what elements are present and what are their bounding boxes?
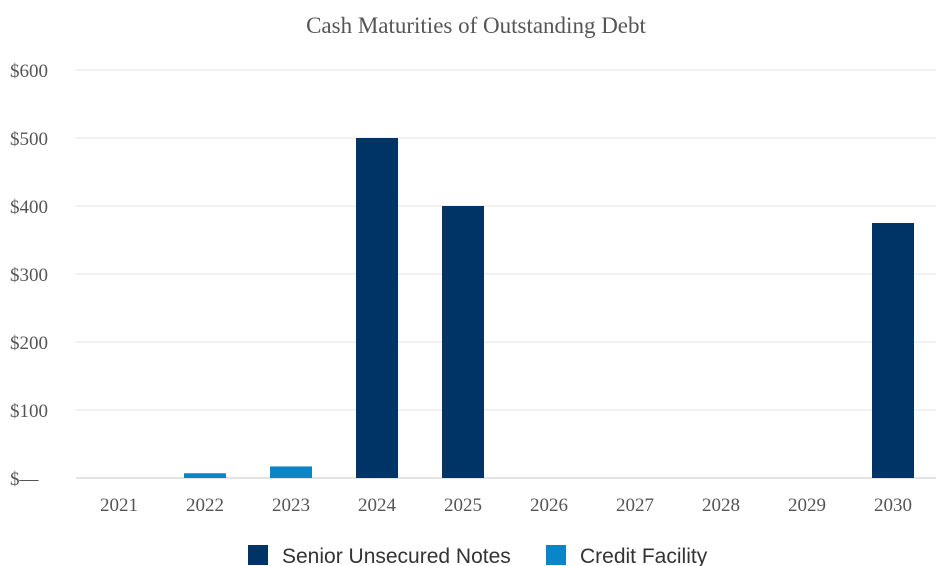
x-tick-label: 2024 bbox=[358, 495, 397, 516]
x-tick-label: 2023 bbox=[272, 495, 310, 516]
legend-label: Credit Facility bbox=[580, 545, 708, 566]
x-tick-label: 2029 bbox=[788, 495, 826, 516]
x-tick-label: 2030 bbox=[874, 495, 912, 516]
y-tick-label: $200 bbox=[10, 333, 48, 354]
x-tick-label: 2027 bbox=[616, 495, 654, 516]
y-tick-label: $— bbox=[10, 469, 40, 490]
y-tick-label: $500 bbox=[10, 129, 48, 150]
y-tick-label: $400 bbox=[10, 197, 48, 218]
x-tick-label: 2026 bbox=[530, 495, 568, 516]
legend-label: Senior Unsecured Notes bbox=[282, 545, 511, 566]
bar-credit-facility-2023 bbox=[270, 466, 312, 478]
x-axis-ticks: 2021 2022 2023 2024 2025 2026 2027 2028 2029 2030 bbox=[100, 495, 912, 516]
bar-senior-unsecured-notes-2030 bbox=[872, 223, 914, 478]
x-tick-label: 2021 bbox=[100, 495, 138, 516]
x-tick-label: 2028 bbox=[702, 495, 740, 516]
y-tick-label: $300 bbox=[10, 265, 48, 286]
legend-swatch bbox=[546, 545, 566, 565]
bar-senior-unsecured-notes-2024 bbox=[356, 138, 398, 478]
y-tick-label: $100 bbox=[10, 401, 48, 422]
legend-swatch bbox=[248, 545, 268, 565]
x-tick-label: 2022 bbox=[186, 495, 224, 516]
bar-credit-facility-2022 bbox=[184, 473, 226, 478]
x-tick-label: 2025 bbox=[444, 495, 482, 516]
gridlines bbox=[76, 69, 936, 479]
chart-title: Cash Maturities of Outstanding Debt bbox=[306, 13, 646, 38]
bars bbox=[184, 138, 914, 478]
y-tick-label: $600 bbox=[10, 61, 48, 82]
legend: Senior Unsecured Notes Credit Facility bbox=[248, 545, 708, 566]
bar-senior-unsecured-notes-2025 bbox=[442, 206, 484, 478]
y-axis-ticks: $— $100 $200 $300 $400 $500 $600 bbox=[10, 61, 48, 490]
